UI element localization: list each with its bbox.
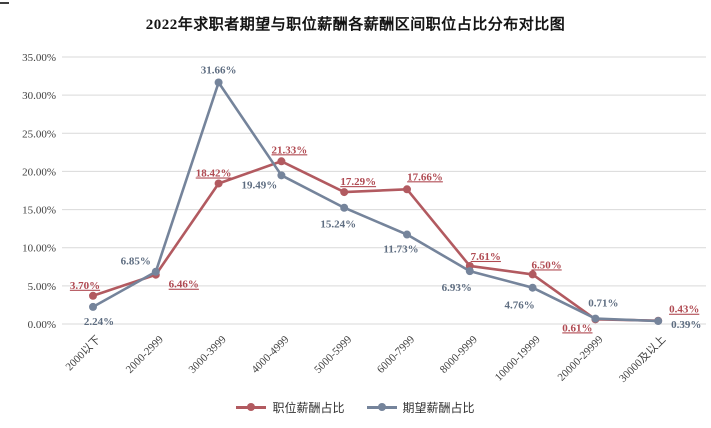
data-point-label: 2.24% — [84, 316, 114, 328]
data-point — [654, 317, 663, 326]
legend-line-dot-icon — [366, 402, 397, 412]
legend-label: 期望薪酬占比 — [402, 400, 475, 415]
y-axis-tick-label: 15.00% — [22, 205, 56, 217]
data-point — [277, 171, 286, 180]
data-point — [528, 270, 537, 279]
series-line-0 — [91, 159, 660, 323]
x-axis-tick-label: 5000-5999 — [312, 333, 355, 376]
y-axis-tick-label: 20.00% — [22, 166, 56, 178]
data-point-label: 7.61% — [471, 251, 501, 263]
data-point-label: 18.42% — [196, 167, 232, 179]
corner-mark — [0, 2, 9, 4]
data-point-label: 3.70% — [70, 280, 100, 292]
x-axis-tick-label: 4000-4999 — [249, 333, 292, 376]
x-axis-tick-label: 2000以下 — [64, 334, 104, 374]
y-axis-tick-label: 30.00% — [22, 90, 56, 102]
data-point — [528, 283, 537, 292]
y-axis-tick-label: 25.00% — [22, 128, 56, 140]
data-point-label: 6.46% — [169, 279, 199, 291]
legend-item-expected-salary: 期望薪酬占比 — [366, 399, 475, 416]
chart-title: 2022年求职者期望与职位薪酬各薪酬区间职位占比分布对比图 — [145, 17, 566, 33]
series-line-1 — [91, 81, 660, 323]
plot-area: 0.00% 5.00% 10.00% 15.00% 20.00% 25.00% 30.00%… — [0, 45, 711, 395]
data-point-label: 6.50% — [531, 259, 561, 271]
data-point-label: 15.24% — [320, 219, 356, 231]
legend-item-position-salary: 职位薪酬占比 — [236, 399, 345, 416]
data-point-label: 0.71% — [588, 298, 618, 310]
data-point-label: 0.61% — [562, 322, 592, 334]
chart-svg: 0.00% 5.00% 10.00% 15.00% 20.00% 25.00% 30.00%… — [22, 52, 706, 385]
data-point — [403, 185, 411, 194]
data-point — [340, 188, 349, 197]
data-point — [591, 314, 600, 323]
legend-line-dot-icon — [236, 402, 267, 412]
x-axis-tick-label: 10000-19999 — [493, 333, 543, 383]
data-point-label: 0.39% — [671, 319, 701, 331]
data-point-label: 21.33% — [272, 144, 308, 156]
data-point-label: 17.66% — [407, 171, 443, 183]
data-point — [89, 291, 97, 300]
data-point — [214, 78, 223, 87]
data-point-label: 6.85% — [121, 256, 151, 268]
data-point — [340, 203, 349, 212]
data-point-label: 11.73% — [383, 244, 418, 256]
data-point — [403, 230, 411, 239]
data-point — [214, 179, 223, 188]
data-point — [465, 267, 474, 276]
data-point — [89, 302, 97, 311]
x-axis-tick-label: 20000-29999 — [556, 333, 606, 383]
data-point — [277, 157, 286, 166]
data-point-label: 0.43% — [669, 304, 699, 316]
x-axis-tick-label: 8000-9999 — [438, 333, 481, 376]
data-point-label: 4.76% — [504, 300, 534, 312]
data-point-label: 19.49% — [242, 179, 278, 191]
data-point-label: 31.66% — [201, 64, 237, 76]
x-axis-tick-label: 30000及以上 — [616, 333, 668, 385]
y-axis-tick-label: 10.00% — [22, 243, 56, 255]
data-point-label: 17.29% — [340, 176, 376, 188]
y-axis-tick-label: 35.00% — [22, 52, 56, 64]
chart-legend: 职位薪酬占比 期望薪酬占比 — [0, 395, 711, 419]
x-axis-tick-label: 2000-2999 — [124, 333, 167, 376]
y-axis-tick-label: 0.00% — [28, 319, 56, 331]
data-point-label: 6.93% — [442, 282, 472, 294]
legend-label: 职位薪酬占比 — [272, 400, 345, 415]
x-axis-tick-label: 6000-7999 — [375, 333, 418, 376]
y-axis-tick-label: 5.00% — [28, 281, 56, 293]
x-axis-tick-label: 3000-3999 — [187, 333, 230, 376]
data-point — [151, 267, 160, 276]
